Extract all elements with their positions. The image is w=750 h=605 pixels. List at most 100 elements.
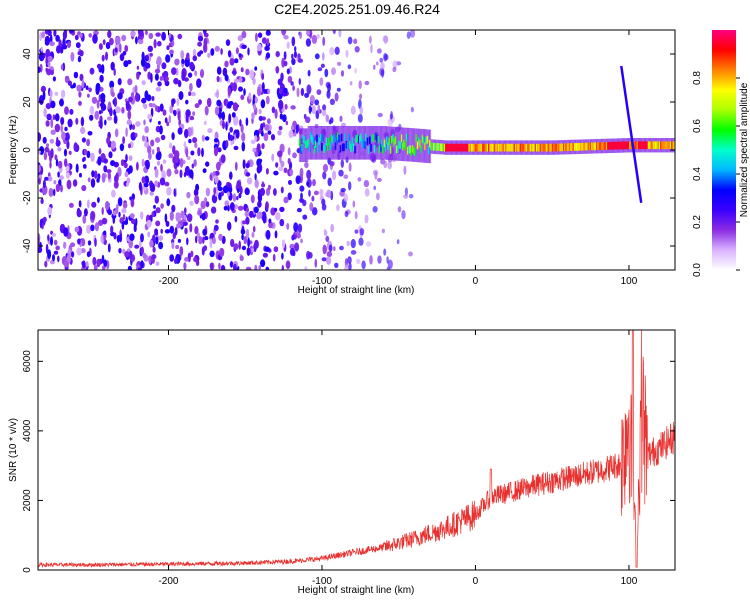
spectrogram-cell — [489, 143, 492, 152]
spectrogram-cell — [241, 132, 246, 142]
spectrogram-cell — [311, 195, 315, 202]
spectrogram-cell — [246, 177, 253, 185]
spectrogram-cell — [300, 192, 303, 200]
spectrogram-cell — [184, 165, 190, 176]
spectrogram-cell — [72, 179, 78, 187]
spectrogram-cell — [79, 73, 84, 82]
spectrogram-cell — [83, 149, 88, 155]
spectrogram-cell — [576, 143, 579, 151]
spectrogram-cell — [113, 232, 117, 240]
spectrogram-cell — [591, 142, 594, 151]
spectrogram-cell — [188, 138, 192, 144]
spectrogram-cell — [615, 141, 618, 150]
spectrogram-cell — [186, 191, 191, 199]
spectrogram-cell — [463, 143, 466, 152]
spectrogram-cell — [245, 162, 250, 169]
spectrogram-cell — [119, 233, 123, 243]
spectrogram-cell — [330, 134, 333, 143]
spectrogram-cell — [360, 133, 363, 142]
spectrogram-cell — [224, 74, 229, 82]
spectrogram-cell — [86, 138, 91, 147]
spectrogram-cell — [500, 143, 503, 152]
spectrogram-cell — [187, 72, 193, 78]
spectrogram-cell — [126, 119, 132, 126]
spectrogram-cell — [118, 248, 122, 254]
spectrogram-cell — [204, 136, 210, 141]
spectrogram-cell — [190, 91, 196, 97]
spectrogram-cell — [57, 255, 60, 263]
spectrogram-cell — [229, 171, 233, 180]
spectrogram-cell — [76, 209, 82, 218]
spectrogram-cell — [136, 65, 140, 70]
spectrogram-cell — [46, 175, 53, 182]
spectrogram-cell — [217, 147, 222, 153]
spectrogram-cell — [50, 100, 56, 109]
spectrogram-cell — [673, 141, 675, 150]
spectrogram-cell — [339, 144, 342, 153]
spectrogram-cell — [423, 129, 425, 163]
spectrogram-cell — [130, 30, 136, 37]
spectrogram-cell — [278, 125, 283, 131]
spectrogram-cell — [332, 135, 335, 144]
spectrogram-cell — [432, 142, 435, 151]
spectrogram-cell — [197, 209, 203, 216]
y-tick-label: 40 — [22, 48, 33, 60]
spectrogram-cell — [265, 95, 270, 105]
spectrogram-cell — [364, 141, 366, 149]
spectrogram-cell — [110, 225, 114, 234]
spectrogram-cell — [339, 245, 344, 251]
spectrogram-cell — [480, 143, 483, 152]
spectrogram-cell — [381, 139, 384, 148]
spectrogram-cell — [264, 124, 270, 131]
spectrogram-cell — [45, 67, 48, 72]
spectrogram-cell — [87, 131, 93, 136]
spectrogram-cell — [324, 68, 329, 78]
x-tick-label: -100 — [312, 276, 332, 287]
spectrogram-cell — [52, 76, 57, 82]
spectrogram-cell — [316, 34, 320, 39]
spectrogram-cell — [239, 255, 244, 262]
spectrogram-cell — [602, 142, 605, 150]
spectrogram-cell — [297, 223, 303, 233]
spectrogram-cell — [105, 200, 110, 211]
spectrogram-cell — [47, 30, 52, 37]
spectrogram-cell — [647, 141, 650, 150]
spectrogram-cell — [246, 207, 249, 212]
spectrogram-cell — [218, 233, 223, 241]
spectrogram-cell — [321, 198, 326, 206]
spectrogram-cell — [326, 256, 332, 265]
spectrogram-cell — [57, 160, 63, 169]
spectrogram-cell — [651, 141, 654, 150]
spectrogram-cell — [544, 143, 547, 152]
spectrogram-cell — [44, 260, 48, 268]
spectrogram-cell — [101, 254, 105, 264]
spectrogram-cell — [164, 181, 170, 187]
spectrogram-cell — [189, 61, 195, 70]
spectrogram-cell — [179, 246, 184, 256]
spectrogram-cell — [100, 93, 106, 101]
spectrogram-cell — [91, 96, 98, 104]
spectrogram-cell — [139, 240, 142, 248]
spectrogram-cell — [328, 244, 333, 252]
spectrogram-cell — [168, 153, 174, 159]
spectrogram-cell — [277, 130, 282, 136]
spectrogram-cell — [299, 185, 305, 192]
spectrogram-cell — [106, 136, 111, 145]
spectrogram-cell — [56, 136, 59, 146]
spectrogram-cell — [640, 141, 643, 150]
spectrogram-cell — [303, 136, 306, 144]
spectrogram-cell — [334, 92, 339, 102]
spectrogram-cell — [91, 201, 97, 208]
spectrogram-cell — [340, 70, 345, 77]
spectrogram-cell — [181, 58, 185, 64]
spectrogram-cell — [186, 237, 189, 246]
spectrogram-cell — [371, 134, 374, 142]
spectrogram-cell — [149, 239, 154, 248]
spectrogram-cell — [47, 234, 50, 242]
spectrogram-cell — [558, 143, 560, 152]
spectrogram-cell — [306, 169, 312, 180]
spectrogram-cell — [258, 265, 262, 270]
spectrogram-cell — [356, 258, 361, 264]
spectrogram-cell — [387, 118, 393, 127]
spectrogram-cell — [145, 54, 149, 61]
